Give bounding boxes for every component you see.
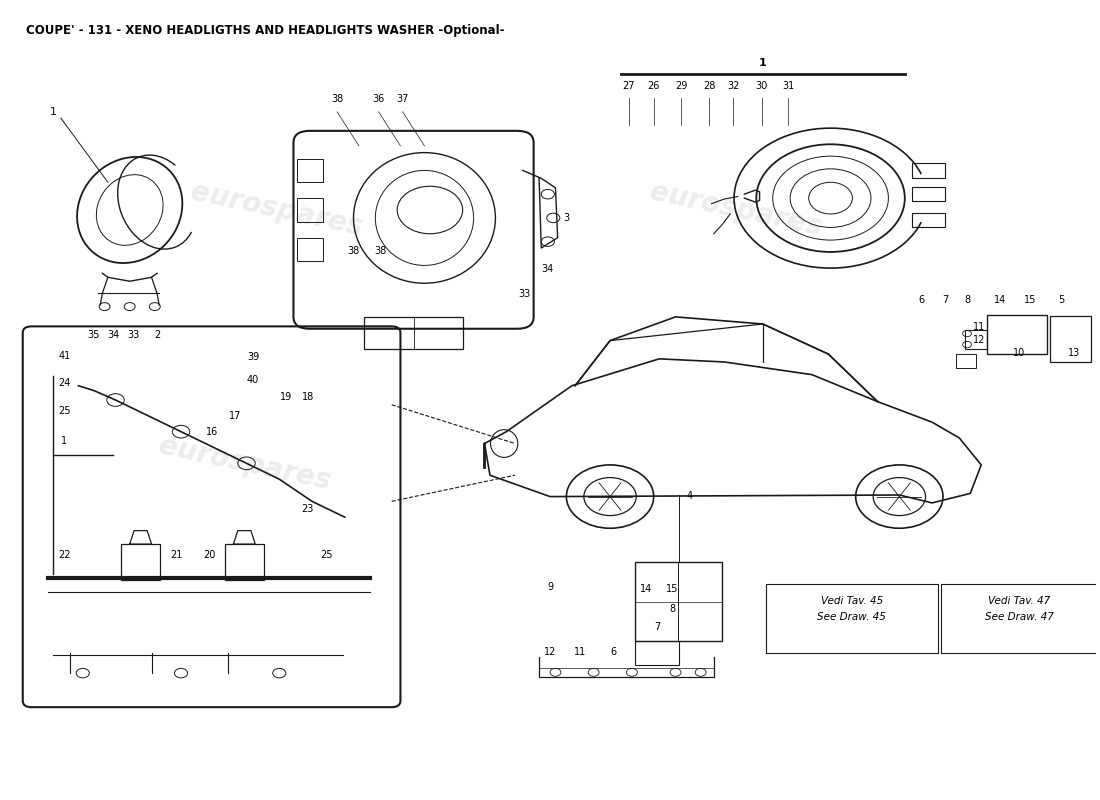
Text: 14: 14: [993, 295, 1005, 306]
Text: 6: 6: [610, 647, 616, 657]
Bar: [956, 354, 976, 368]
Text: 39: 39: [246, 353, 260, 362]
Bar: [635, 642, 679, 666]
Bar: [297, 198, 323, 222]
Text: 8: 8: [964, 295, 970, 306]
Text: 33: 33: [126, 330, 139, 340]
Text: 23: 23: [301, 505, 314, 514]
Text: 6: 6: [918, 295, 924, 306]
Text: 41: 41: [58, 351, 70, 361]
Text: 4: 4: [686, 491, 693, 501]
Bar: [297, 238, 323, 262]
Bar: [635, 562, 723, 642]
Text: See Draw. 45: See Draw. 45: [817, 612, 887, 622]
Text: 10: 10: [1013, 349, 1025, 358]
Text: 13: 13: [1068, 349, 1080, 358]
Text: 37: 37: [396, 94, 409, 104]
Text: 7: 7: [942, 295, 948, 306]
Bar: [224, 544, 264, 580]
Text: 24: 24: [58, 378, 70, 388]
Text: 7: 7: [653, 622, 660, 631]
Text: 17: 17: [230, 411, 242, 421]
Text: 20: 20: [204, 550, 216, 560]
Text: See Draw. 47: See Draw. 47: [984, 612, 1054, 622]
Text: 30: 30: [756, 81, 768, 91]
Bar: [912, 213, 945, 227]
Text: 15: 15: [1024, 295, 1036, 306]
Text: 9: 9: [547, 582, 553, 592]
Text: 16: 16: [206, 427, 218, 437]
Bar: [965, 330, 987, 349]
Text: 29: 29: [674, 81, 688, 91]
Bar: [297, 158, 323, 182]
Text: 28: 28: [703, 81, 716, 91]
Text: eurospares: eurospares: [647, 178, 824, 242]
Text: 18: 18: [301, 392, 314, 402]
Bar: [364, 317, 463, 349]
Text: 8: 8: [669, 604, 675, 614]
Text: 40: 40: [246, 374, 260, 385]
Text: Vedi Tav. 47: Vedi Tav. 47: [988, 596, 1050, 606]
Text: 3: 3: [563, 213, 570, 223]
Text: 38: 38: [348, 246, 360, 256]
Text: 5: 5: [1058, 295, 1064, 306]
Bar: [1050, 316, 1091, 362]
Text: 1: 1: [62, 436, 67, 446]
Bar: [121, 544, 161, 580]
Text: 19: 19: [279, 392, 292, 402]
Text: 25: 25: [58, 406, 70, 416]
Text: 2: 2: [154, 330, 161, 340]
Text: COUPE' - 131 - XENO HEADLIGTHS AND HEADLIGHTS WASHER -Optional-: COUPE' - 131 - XENO HEADLIGTHS AND HEADL…: [26, 24, 505, 37]
Text: 1: 1: [50, 107, 57, 117]
Text: 25: 25: [320, 550, 332, 560]
Text: eurospares: eurospares: [188, 178, 366, 242]
Text: 31: 31: [782, 81, 794, 91]
Text: 15: 15: [667, 583, 679, 594]
Text: 22: 22: [58, 550, 70, 560]
Text: 21: 21: [170, 550, 183, 560]
Bar: [912, 187, 945, 202]
Text: 33: 33: [519, 289, 531, 299]
Text: 12: 12: [972, 335, 986, 345]
Text: 26: 26: [648, 81, 660, 91]
Text: eurospares: eurospares: [155, 431, 333, 495]
Text: 35: 35: [88, 330, 100, 340]
Bar: [912, 163, 945, 178]
Text: 34: 34: [107, 330, 120, 340]
Text: 34: 34: [541, 264, 554, 274]
Text: 12: 12: [543, 647, 557, 657]
Text: 38: 38: [375, 246, 387, 256]
Text: 38: 38: [331, 94, 343, 104]
Text: 11: 11: [972, 322, 986, 332]
Text: Vedi Tav. 45: Vedi Tav. 45: [821, 596, 883, 606]
Bar: [987, 314, 1047, 354]
Text: 36: 36: [373, 94, 385, 104]
Text: 1: 1: [759, 58, 767, 68]
Text: 14: 14: [640, 583, 652, 594]
Text: 11: 11: [574, 647, 586, 657]
Text: 32: 32: [727, 81, 739, 91]
Text: 27: 27: [623, 81, 635, 91]
